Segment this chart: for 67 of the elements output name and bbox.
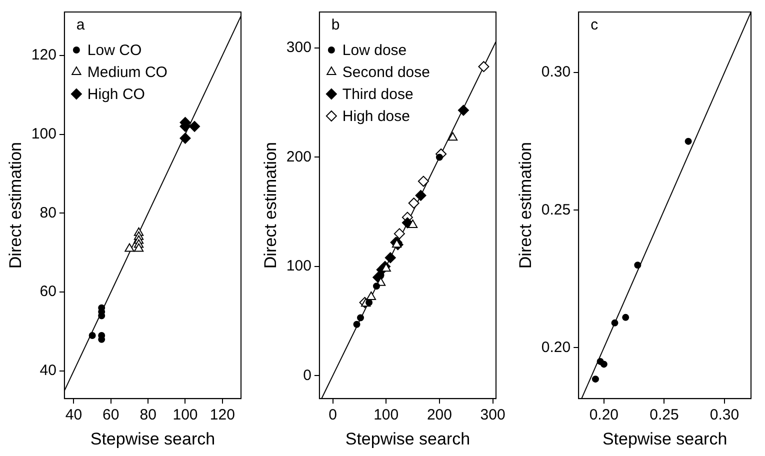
legend-label: Medium CO	[87, 64, 168, 82]
point	[415, 190, 426, 201]
point	[684, 138, 692, 145]
point	[366, 292, 376, 300]
y-tick-label: 0.30	[541, 64, 571, 81]
point	[408, 198, 420, 209]
y-axis-title: Direct estimation	[516, 142, 535, 269]
point	[180, 132, 191, 144]
legend-label: Low dose	[342, 42, 407, 60]
point	[600, 360, 608, 368]
y-tick-label: 80	[40, 204, 56, 222]
legend-label: Second dose	[342, 64, 430, 82]
point	[394, 228, 405, 240]
x-tick-label: 300	[480, 406, 506, 424]
x-tick-label: 0.30	[710, 406, 740, 424]
point	[611, 319, 618, 326]
y-tick-label: 0	[303, 366, 312, 384]
x-tick-label: 60	[102, 406, 120, 424]
point	[622, 314, 630, 321]
y-tick-label: 120	[31, 46, 56, 64]
point	[458, 104, 469, 116]
point	[436, 154, 443, 161]
y-tick-label: 100	[286, 258, 312, 275]
x-tick-label: 120	[210, 406, 235, 424]
point	[384, 252, 396, 264]
legend-label: Third dose	[342, 86, 414, 104]
point	[418, 176, 429, 187]
point	[189, 120, 200, 132]
legend-label: High dose	[342, 108, 410, 126]
y-axis-title: Direct estimation	[260, 142, 280, 269]
point	[124, 243, 134, 252]
point	[448, 132, 458, 141]
legend-label: High CO	[87, 86, 145, 104]
point	[478, 61, 490, 72]
x-tick-label: 40	[65, 406, 82, 424]
y-tick-label: 200	[286, 148, 312, 166]
y-tick-label: 60	[40, 283, 56, 300]
x-tick-label: 0.20	[589, 406, 619, 424]
y-tick-label: 0.20	[541, 338, 571, 356]
x-tick-label: 100	[172, 406, 198, 424]
x-axis-title: Stepwise search	[90, 429, 216, 448]
y-tick-label: 300	[286, 39, 312, 56]
y-tick-label: 100	[31, 125, 56, 142]
y-tick-label: 0.25	[541, 201, 571, 218]
point	[353, 320, 360, 328]
point	[381, 263, 391, 272]
x-axis-title: Stepwise search	[345, 429, 470, 448]
point	[88, 332, 96, 339]
x-tick-label: 200	[426, 406, 452, 424]
point	[592, 376, 599, 383]
x-tick-label: 0.25	[650, 406, 679, 424]
point	[408, 219, 418, 228]
x-tick-label: 0	[328, 406, 337, 424]
point	[634, 262, 642, 269]
annotation: c	[590, 16, 599, 34]
point	[134, 243, 144, 252]
x-tick-label: 80	[140, 406, 156, 424]
point	[357, 314, 364, 322]
point	[392, 239, 402, 248]
annotation: a	[76, 16, 86, 34]
annotation: b	[331, 16, 340, 34]
y-axis-title: Direct estimation	[6, 142, 25, 269]
x-tick-label: 100	[374, 406, 399, 424]
x-axis-title: Stepwise search	[602, 429, 728, 448]
legend-label: Low CO	[87, 42, 142, 60]
point	[373, 282, 380, 290]
y-tick-label: 40	[40, 362, 56, 380]
